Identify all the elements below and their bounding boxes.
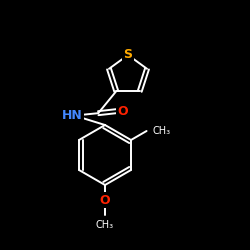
- Text: HN: HN: [62, 109, 82, 122]
- Text: O: O: [100, 194, 110, 206]
- Text: CH₃: CH₃: [152, 126, 171, 136]
- Text: S: S: [124, 48, 132, 62]
- Text: CH₃: CH₃: [96, 220, 114, 230]
- Text: O: O: [117, 105, 128, 118]
